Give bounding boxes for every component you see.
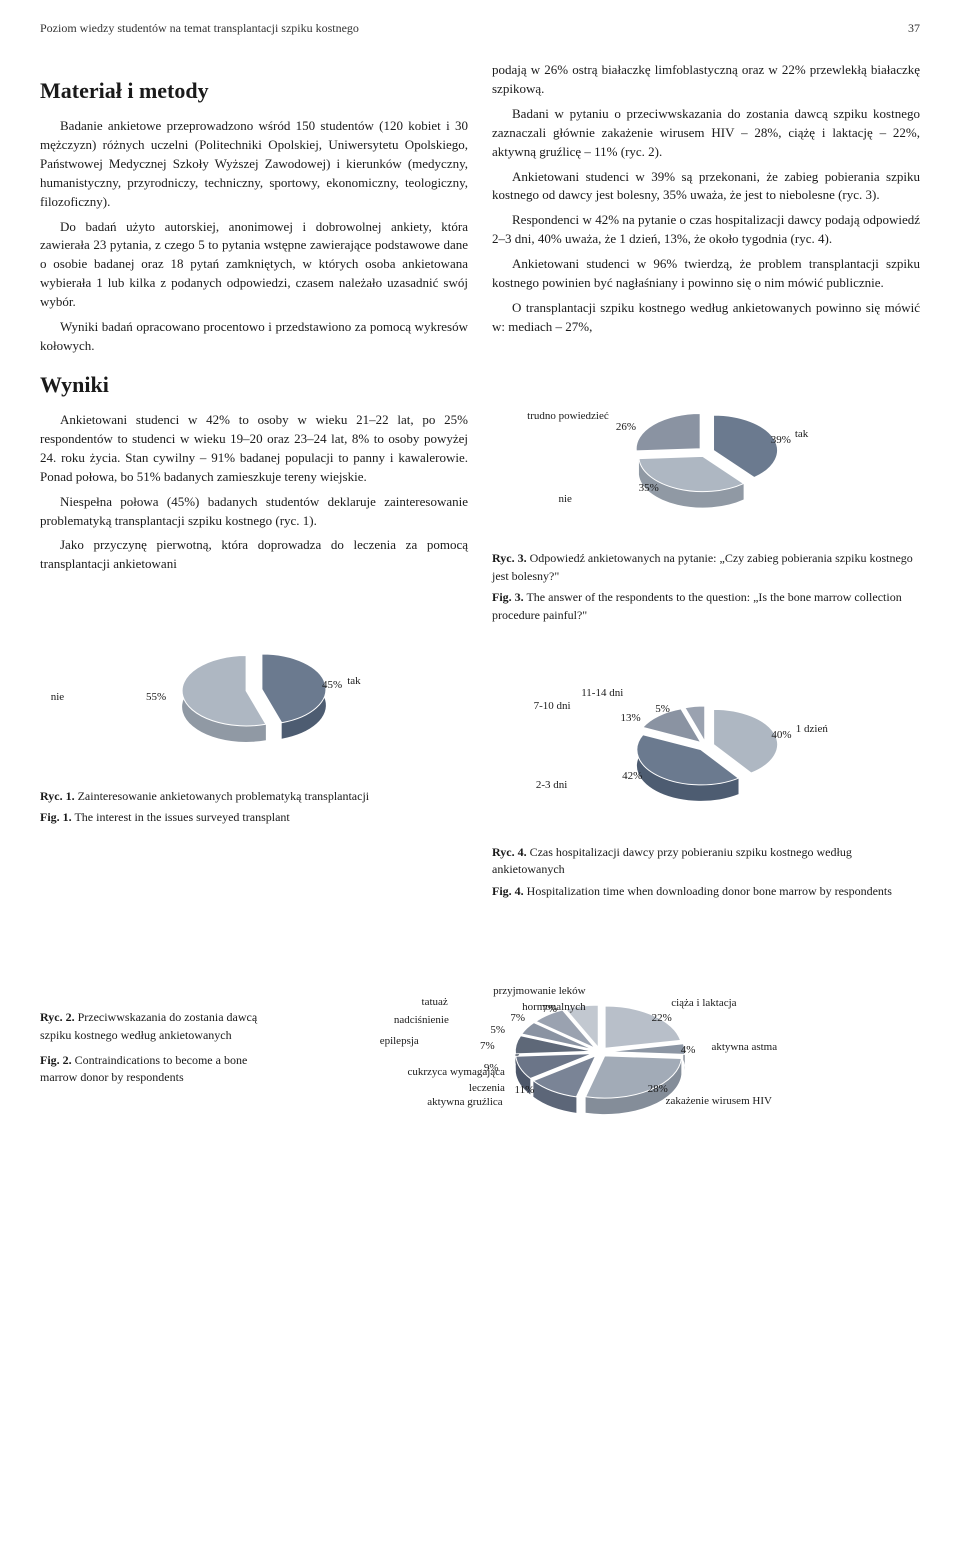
pie-slice-percent: 39% [771,433,791,449]
heading-wyniki: Wyniki [40,369,468,401]
running-title: Poziom wiedzy studentów na temat transpl… [40,20,359,37]
fig1-caption-pl: Ryc. 1. Zainteresowanie ankietowanych pr… [40,788,468,805]
pie-slice-percent: 42% [622,769,642,785]
figure-1: 45% tak 55% nie Ryc. 1. Zainteresowanie ank… [40,584,468,827]
pie-chart-1: 45% tak 55% nie [40,584,468,784]
two-column-body: Materiał i metody Badanie ankietowe prze… [40,61,920,916]
pie-chart-2: 22%ciąża i laktacja4%aktywna astma28%zak… [280,926,920,1166]
pie-slice-label: nadciśnienie [394,1013,449,1029]
pie-slice-label: aktywna gruźlica [427,1095,502,1111]
pie-slice-label: 2-3 dni [536,778,567,794]
pie-slice-percent: 7% [480,1039,495,1055]
fig3-caption-en: Fig. 3. The answer of the respondents to… [492,589,920,624]
heading-material: Materiał i metody [40,75,468,107]
pie-slice-percent: 55% [146,690,166,706]
para-material-2: Do badań użyto autorskiej, anonimowej i … [40,218,468,312]
fig1-caption-en: Fig. 1. The interest in the issues surve… [40,809,468,826]
page-number: 37 [908,20,920,37]
fig4-caption-pl: Ryc. 4. Czas hospitalizacji dawcy przy p… [492,844,920,879]
pie-slice-label: 1 dzień [796,722,828,738]
para-right-5: Ankietowani studenci w 96% twierdzą, że … [492,255,920,293]
pie-chart-4: 40% 1 dzień 42% 2-3 dni 13% 7-10 dni 5% 11-14 d… [492,640,920,840]
para-wyniki-1: Ankietowani studenci w 42% to osoby w wi… [40,411,468,486]
pie-slice-percent: 26% [616,420,636,436]
para-right-6: O transplantacji szpiku kostnego według … [492,299,920,337]
pie-slice-label: tak [347,674,360,690]
pie-slice-label: nie [559,492,572,508]
pie-slice-label: przyjmowanie leków hormonalnych [466,984,586,1016]
running-head: Poziom wiedzy studentów na temat transpl… [40,20,920,37]
pie-slice-percent: 5% [490,1023,505,1039]
pie-slice-percent: 4% [681,1043,696,1059]
pie-slice-label: ciąża i laktacja [671,996,736,1012]
fig2-caption-en: Fig. 2. Contraindications to become a bo… [40,1052,260,1087]
left-column: Materiał i metody Badanie ankietowe prze… [40,61,468,916]
figure-2: Ryc. 2. Przeciwwskazania do zostania daw… [40,926,920,1166]
pie-slice-label: tak [795,427,808,443]
pie-slice-label: tatuaż [422,995,448,1011]
para-right-3: Ankietowani studenci w 39% są przekonani… [492,168,920,206]
pie-slice-label: zakażenie wirusem HIV [666,1094,772,1110]
pie-slice-label: 7-10 dni [534,699,571,715]
pie-slice-percent: 22% [652,1011,672,1027]
pie-slice-percent: 5% [655,702,670,718]
pie-slice-percent: 40% [771,728,791,744]
pie-slice-label: nie [51,690,64,706]
right-column: podają w 26% ostrą białaczkę limfoblasty… [492,61,920,916]
pie-chart-3: 39% tak 35% nie 26% trudno powiedzieć [492,346,920,546]
fig2-caption-pl: Ryc. 2. Przeciwwskazania do zostania daw… [40,1009,260,1044]
para-material-1: Badanie ankietowe przeprowadzono wśród 1… [40,117,468,211]
pie-slice-label: cukrzyca wymagająca leczenia [385,1065,505,1097]
figure-4: 40% 1 dzień 42% 2-3 dni 13% 7-10 dni 5% 11-14 d… [492,640,920,900]
para-wyniki-3: Jako przyczynę pierwotną, która doprowad… [40,536,468,574]
fig3-caption-pl: Ryc. 3. Odpowiedź ankietowanych na pytan… [492,550,920,585]
pie-slice-percent: 13% [621,711,641,727]
para-wyniki-2: Niespełna połowa (45%) badanych studentó… [40,493,468,531]
fig4-caption-en: Fig. 4. Hospitalization time when downlo… [492,883,920,900]
para-material-3: Wyniki badań opracowano procentowo i prz… [40,318,468,356]
pie-slice-percent: 11% [514,1083,534,1099]
pie-slice-percent: 35% [639,481,659,497]
pie-slice-label: 11-14 dni [581,686,623,702]
pie-slice-label: epilepsja [380,1034,419,1050]
para-right-1: podają w 26% ostrą białaczkę limfoblasty… [492,61,920,99]
pie-slice-label: aktywna astma [711,1040,777,1056]
para-right-4: Respondenci w 42% na pytanie o czas hosp… [492,211,920,249]
pie-slice-label: trudno powiedzieć [527,409,609,425]
figure-3: 39% tak 35% nie 26% trudno powiedzieć Ryc. 3.… [492,346,920,624]
para-right-2: Badani w pytaniu o przeciwwskazania do z… [492,105,920,162]
pie-slice-percent: 45% [322,678,342,694]
